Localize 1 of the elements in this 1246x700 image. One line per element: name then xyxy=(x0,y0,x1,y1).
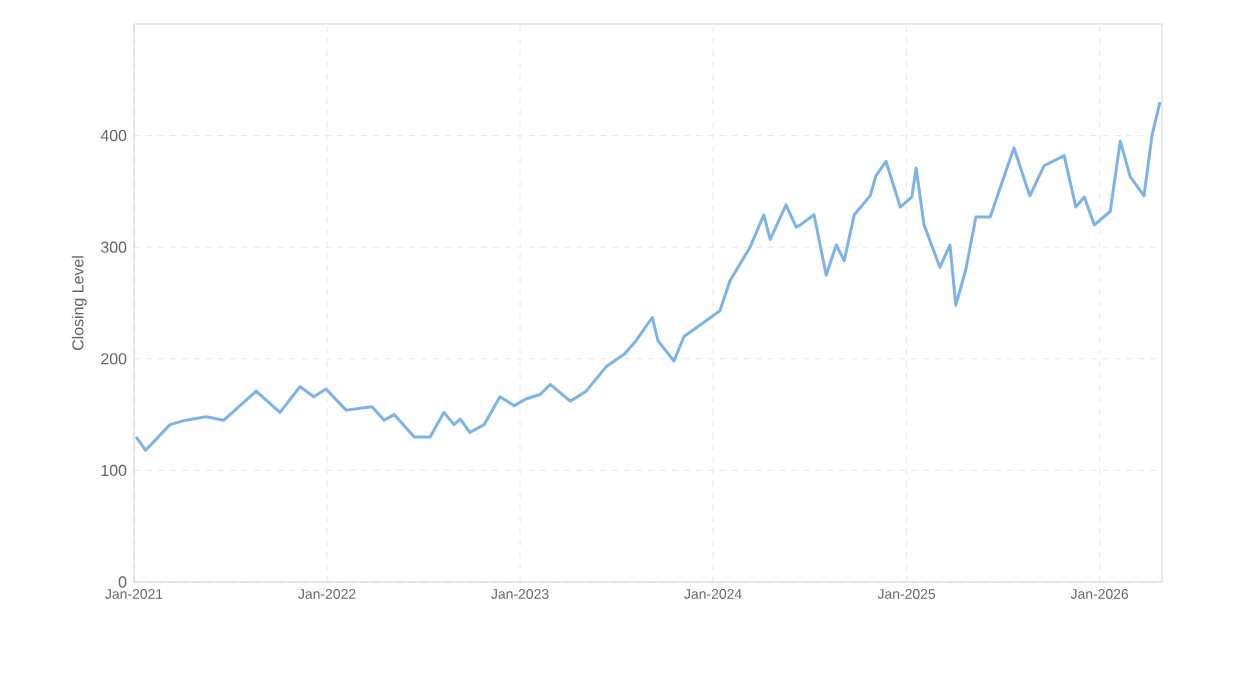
line-series xyxy=(134,100,1162,452)
